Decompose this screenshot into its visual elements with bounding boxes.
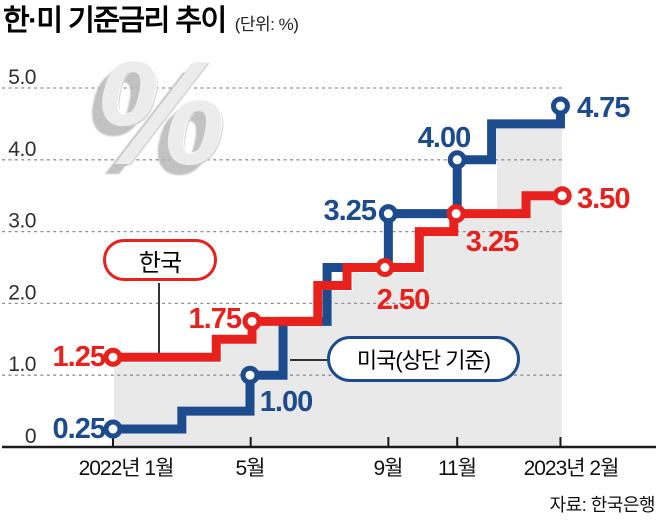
chart-title: 한·미 기준금리 추이 xyxy=(3,5,227,37)
x-axis-label: 2022년 1월 xyxy=(79,457,174,480)
x-axis-label: 5월 xyxy=(236,457,265,480)
korea-value-label: 1.75 xyxy=(189,303,242,335)
korea-legend-label: 한국 xyxy=(138,249,182,277)
us-marker xyxy=(240,365,260,385)
y-axis-label: 0 xyxy=(25,425,36,448)
korea-rate-line xyxy=(113,191,563,362)
y-axis-label: 5.0 xyxy=(8,66,36,89)
korea-marker xyxy=(552,186,572,206)
y-axis-label: 1.0 xyxy=(8,353,36,376)
us-marker xyxy=(378,204,398,224)
us-value-label: 3.25 xyxy=(324,195,377,227)
us-legend-label: 미국(상단 기준) xyxy=(356,348,491,373)
korea-value-label: 3.50 xyxy=(577,183,629,215)
korea-marker xyxy=(242,311,262,331)
us-value-label: 0.25 xyxy=(53,413,106,445)
y-axis-label: 2.0 xyxy=(8,281,36,304)
page-title: 한·미 기준금리 추이 (단위: %) xyxy=(3,5,299,38)
x-axis-label: 9월 xyxy=(374,457,403,480)
us-marker xyxy=(447,150,467,170)
us-value-label: 4.75 xyxy=(577,92,630,124)
y-axis-label: 3.0 xyxy=(8,210,36,233)
x-axis-label: 2023년 2월 xyxy=(524,457,619,480)
us-value-label: 4.00 xyxy=(418,122,470,154)
us-legend-pill: 미국(상단 기준) xyxy=(327,336,520,382)
x-axis-label: 11월 xyxy=(438,457,476,480)
us-value-label: 1.00 xyxy=(260,386,312,418)
source-credit: 자료: 한국은행 xyxy=(549,495,656,515)
korea-marker xyxy=(375,258,395,277)
korea-legend-pill: 한국 xyxy=(103,239,217,281)
korea-marker xyxy=(103,347,123,367)
us-marker xyxy=(103,419,123,439)
y-axis-label: 4.0 xyxy=(8,138,36,161)
korea-value-label: 1.25 xyxy=(53,341,106,373)
unit-label: (단위: %) xyxy=(234,15,299,35)
korea-value-label: 2.50 xyxy=(377,284,429,316)
us-rate-line xyxy=(113,105,565,434)
korea-marker xyxy=(446,204,466,224)
korea-value-label: 3.25 xyxy=(466,226,519,258)
us-marker xyxy=(550,96,570,116)
